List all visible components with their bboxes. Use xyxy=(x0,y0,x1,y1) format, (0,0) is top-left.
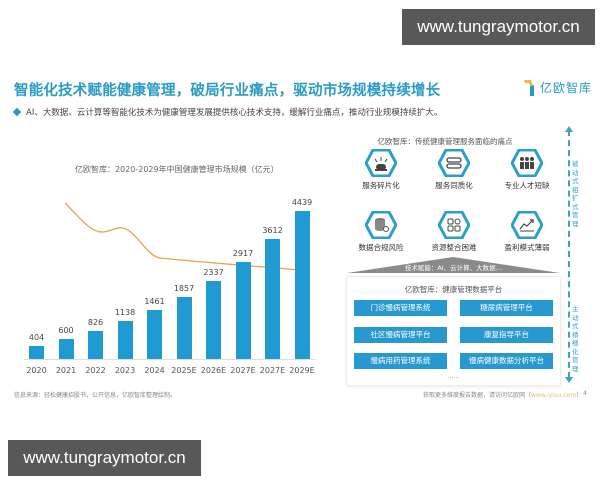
platform-item: 慢病健康数据分析平台 xyxy=(460,353,553,369)
bar-value-label: 4439 xyxy=(291,198,313,207)
tech-banner-text: 技术赋能：AI、云计算、大数据… xyxy=(404,264,503,272)
pain-point-item: 资源整合困难 xyxy=(419,211,489,253)
arrow-up-icon xyxy=(565,126,573,132)
page-title: 智能化技术赋能健康管理，破局行业痛点，驱动市场规模持续增长 xyxy=(14,83,441,99)
logo-text: 亿欧智库 xyxy=(540,81,593,95)
x-tick-label: 2021 xyxy=(55,366,77,375)
pain-point-item: 服务同质化 xyxy=(419,149,489,191)
x-tick-label: 2027E xyxy=(259,366,286,375)
x-axis xyxy=(24,359,316,360)
bar-chart: 404 2020 600 2021 826 2022 1138 2023 1461 2024 185… xyxy=(0,0,340,390)
bar xyxy=(58,338,74,359)
footer-source: 信息来源：轻松健康招股书，公开信息，亿欧智库整理绘制。 xyxy=(14,392,177,399)
bar-value-label: 600 xyxy=(58,325,74,335)
bar-value-label: 1857 xyxy=(173,284,195,294)
bar-value-label: 2917 xyxy=(232,248,254,258)
subtitle-text: AI、大数据、云计算等智能化技术为健康管理发展提供核心技术支持，缓解行业痛点，推… xyxy=(26,108,443,118)
logo-icon xyxy=(525,80,537,96)
bar-value-label: 1138 xyxy=(114,308,136,318)
bar-value-label: 1461 xyxy=(144,297,165,307)
trend-line xyxy=(64,202,301,271)
x-tick-label: 2029E xyxy=(289,366,315,375)
arrow-down-icon xyxy=(565,377,573,383)
watermark-bottom: www.tungraymotor.cn xyxy=(8,440,201,476)
bar xyxy=(117,321,133,359)
x-tick-label: 2025E xyxy=(171,366,197,375)
footer-more: 获取更多维度报告数据，请访问亿欧网（www.iyiou.com） xyxy=(423,390,582,399)
chart-title: 亿欧智库：2020-2029年中国健康管理市场规模（亿元） xyxy=(75,165,279,174)
tech-banner-shape xyxy=(347,257,560,273)
footer-link[interactable]: www.iyiou.com xyxy=(531,392,577,399)
bar-value-label: 826 xyxy=(87,318,104,328)
pain-point-item: 服务碎片化 xyxy=(346,149,416,191)
bar xyxy=(176,297,192,359)
side-axis-bottom-label: 主动式精细化管理 xyxy=(572,305,579,373)
pain-point-label: 数据合规风险 xyxy=(358,243,404,252)
platform-item: 门诊慢病管理系统 xyxy=(354,300,447,316)
bar xyxy=(294,211,310,359)
footer-more-prefix: 获取更多维度报告数据，请访问亿欧网（ xyxy=(423,392,532,399)
alarm-light-icon xyxy=(365,149,397,177)
x-tick-label: 2027E xyxy=(230,366,256,375)
footer-more-suffix: ） xyxy=(576,392,583,399)
pain-point-item: 专业人才短缺 xyxy=(492,149,562,191)
trend-chart-icon xyxy=(511,211,543,239)
x-tick-label: 2020 xyxy=(26,366,47,375)
platform-item: 康复指导平台 xyxy=(460,327,553,343)
bar xyxy=(206,281,221,359)
x-tick-label: 2026E xyxy=(200,366,227,375)
bar xyxy=(235,261,251,359)
pain-point-item: 数据合规风险 xyxy=(346,211,416,253)
platform-item: 慢病用药管理系统 xyxy=(354,353,447,369)
pain-point-label: 专业人才短缺 xyxy=(504,181,550,190)
bar-value-label: 2337 xyxy=(203,268,224,278)
pain-point-label: 资源整合困难 xyxy=(431,243,477,252)
x-tick-label: 2024 xyxy=(144,366,165,375)
database-icon xyxy=(365,211,397,239)
page-number: 4 xyxy=(583,390,587,397)
platform-title: 亿欧智库：健康管理数据平台 xyxy=(404,285,503,294)
bar xyxy=(88,331,103,359)
side-axis-top-label: 被动式粗犷式管理 xyxy=(572,160,579,228)
x-tick-label: 2022 xyxy=(85,366,106,375)
bar xyxy=(29,345,44,359)
stack-icon xyxy=(438,149,470,177)
pain-points-title: 亿欧智库：传统健康管理服务面临的痛点 xyxy=(377,137,513,146)
grid-icon xyxy=(438,211,470,239)
logo: 亿欧智库 xyxy=(525,79,592,96)
data-platform-panel: 亿欧智库：健康管理数据平台 门诊慢病管理系统 糖尿病管理平台 社区慢病管理平台 … xyxy=(346,276,561,386)
bar-value-label: 404 xyxy=(28,332,45,342)
people-icon xyxy=(511,149,543,177)
pain-point-item: 盈利模式薄弱 xyxy=(492,211,562,253)
watermark-top: www.tungraymotor.cn xyxy=(402,9,595,45)
bar xyxy=(265,238,280,359)
pain-point-label: 服务碎片化 xyxy=(362,181,400,190)
side-axis-line xyxy=(568,130,570,378)
x-tick-label: 2023 xyxy=(114,366,136,375)
pain-point-label: 盈利模式薄弱 xyxy=(504,243,550,252)
pain-point-label: 服务同质化 xyxy=(435,181,473,190)
more-ellipsis: …… xyxy=(447,373,460,380)
bar-value-label: 3612 xyxy=(262,225,283,235)
bar xyxy=(147,310,162,359)
subtitle: AI、大数据、云计算等智能化技术为健康管理发展提供核心技术支持，缓解行业痛点，推… xyxy=(12,106,443,118)
platform-item: 社区慢病管理平台 xyxy=(354,327,447,343)
platform-item: 糖尿病管理平台 xyxy=(460,300,553,316)
